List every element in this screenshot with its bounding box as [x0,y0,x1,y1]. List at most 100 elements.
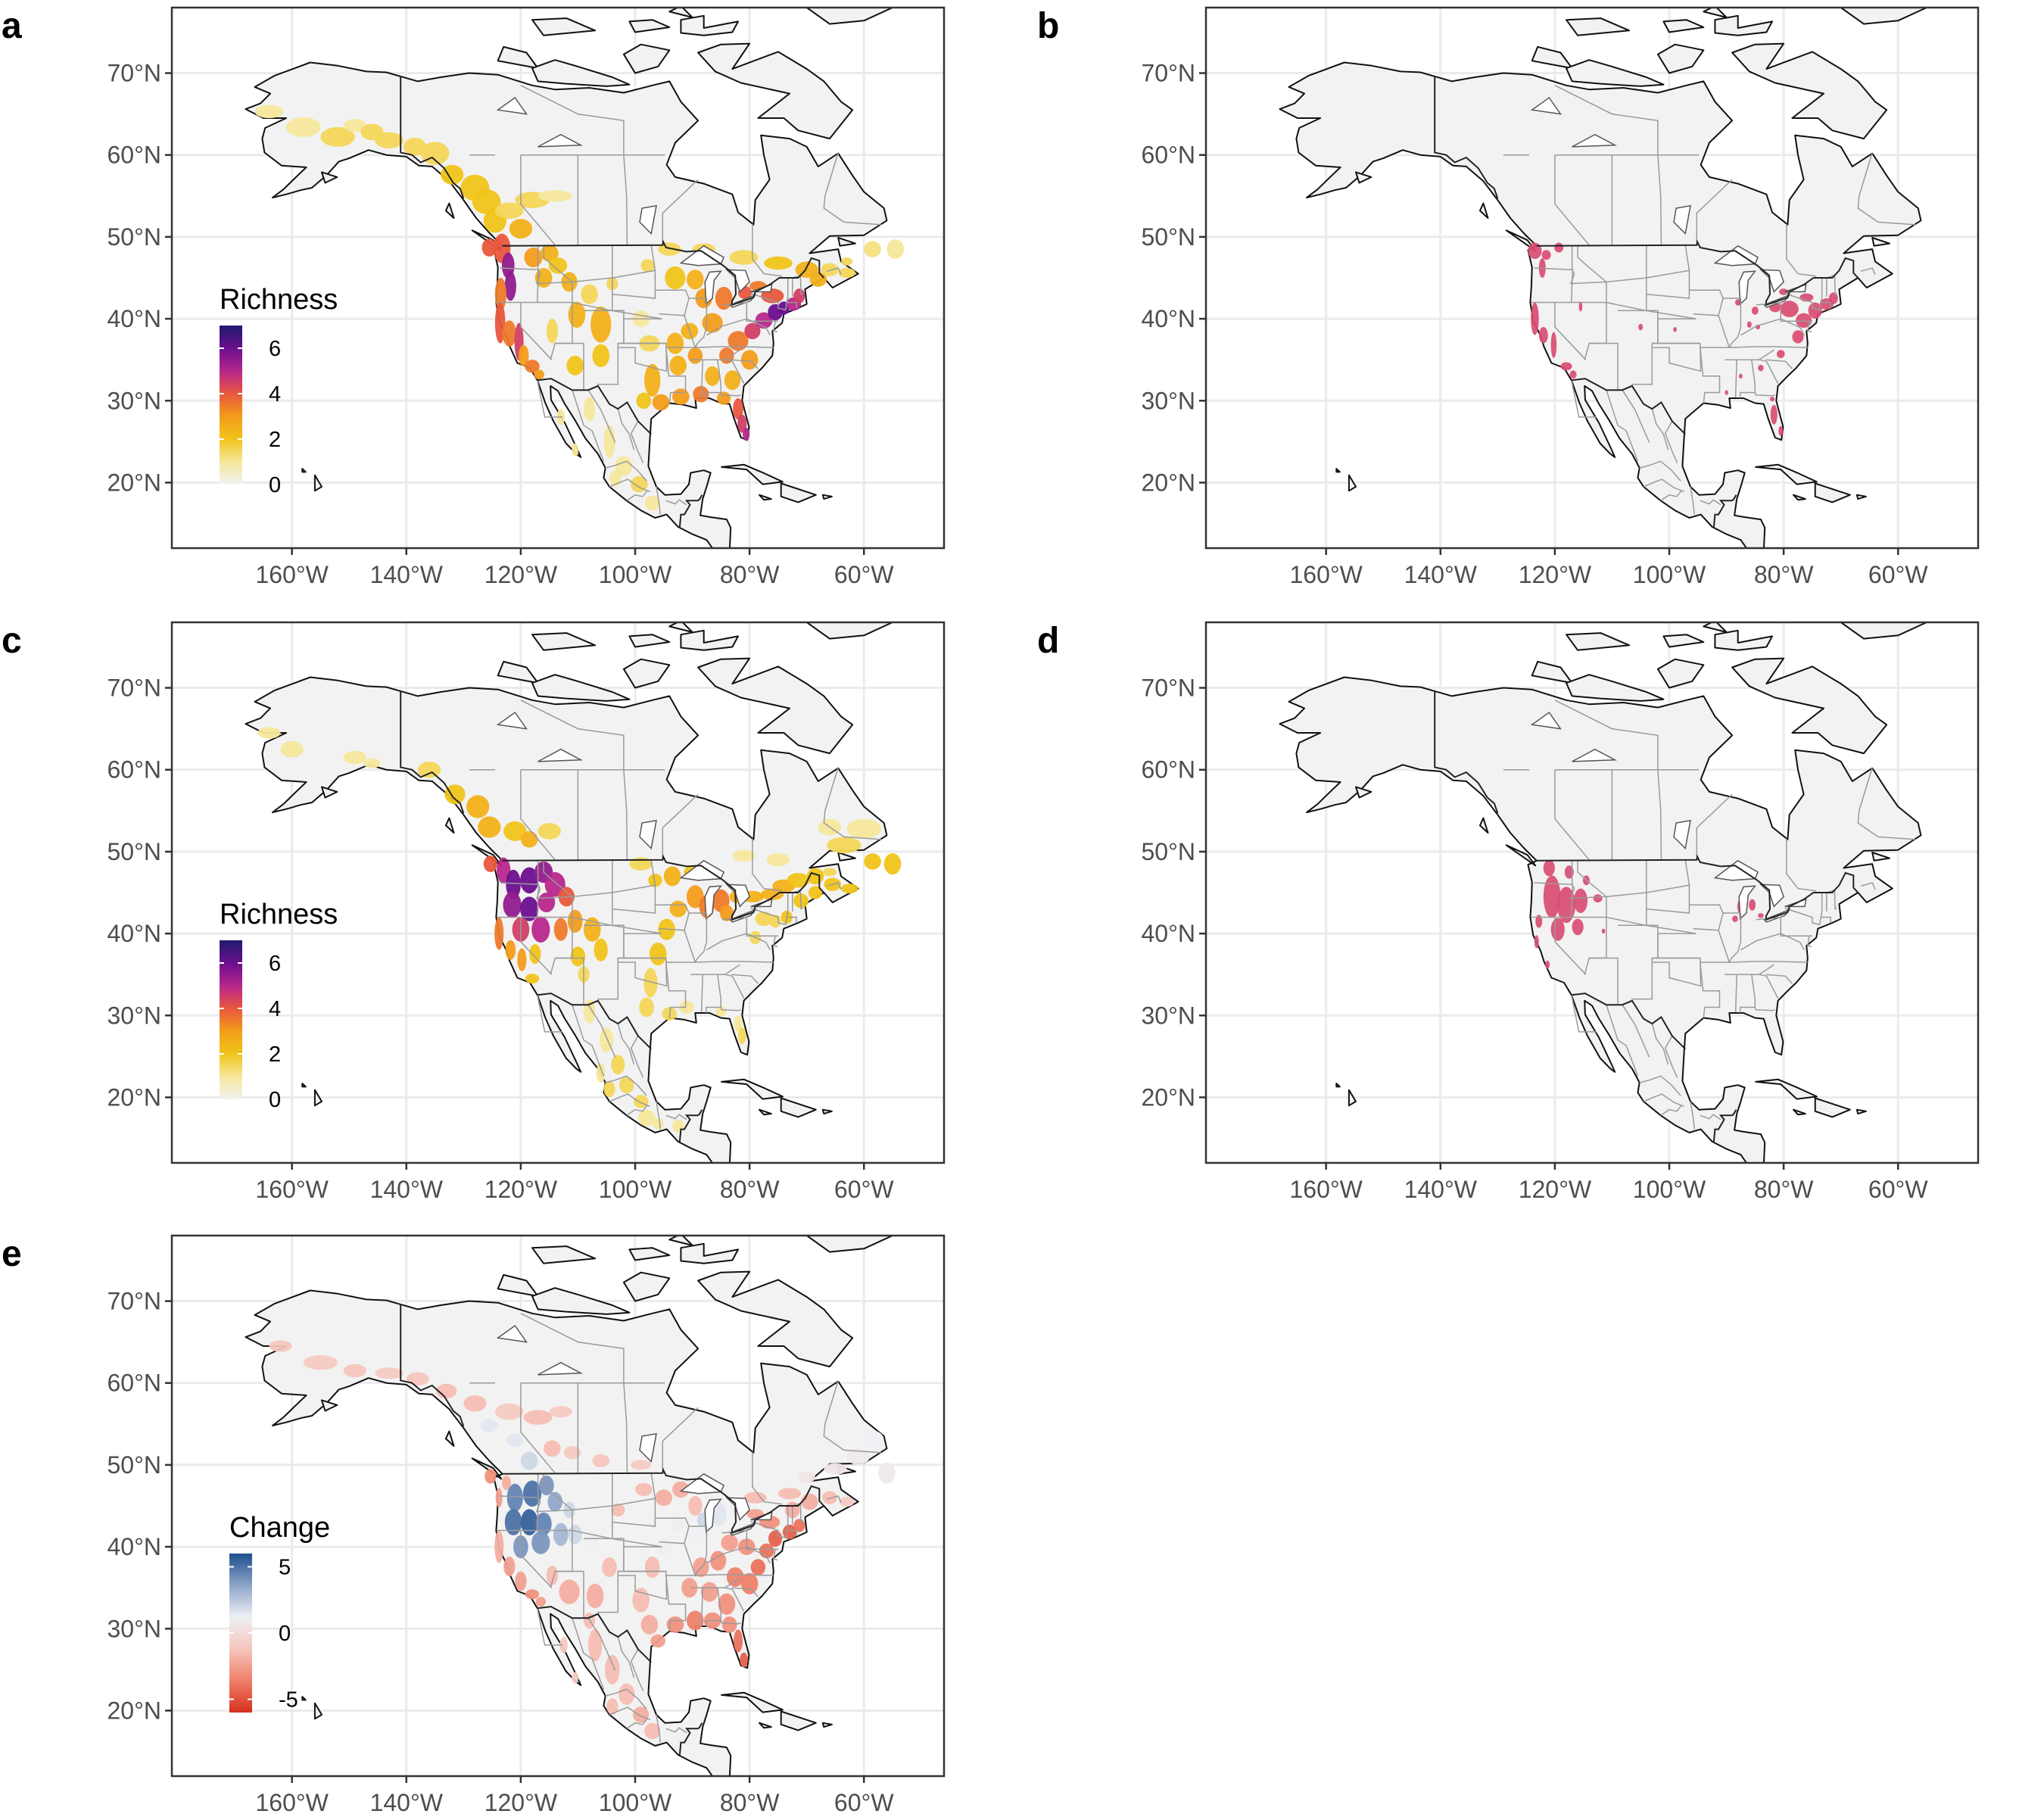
lat-label-3: 40°N [107,1533,162,1560]
admin-line-33 [626,490,648,501]
panel-e: e 70°N 60°N 50°N 40°N 30°N 20°N 160°W 140°W 120°… [2,1234,946,1816]
data-patch-49 [737,414,747,433]
admin-line-25 [772,1549,778,1561]
lat-label-5: 20°N [107,1697,162,1724]
data-patch-25 [505,940,516,960]
data-patch-77 [618,1077,634,1093]
data-patch-50 [743,427,750,441]
admin-line-43 [752,838,783,892]
lake-5 [639,819,657,850]
data-patch-10 [537,823,561,840]
lat-label-4: 30°N [107,1002,162,1029]
data-patch-5 [375,132,404,149]
admin-line-44 [823,152,881,226]
lon-label-0: 160°W [255,1789,329,1816]
admin-line-14 [1740,310,1782,336]
data-patch-30 [1725,390,1728,395]
data-patch-81 [777,1488,802,1500]
data-patch-33 [494,1530,504,1563]
land-island-10 [444,202,455,219]
admin-line-36 [520,154,556,246]
admin-line-45 [826,882,842,890]
lake-1 [704,885,722,921]
land-island-18 [301,1083,307,1088]
data-patch-19 [495,1488,503,1508]
admin-line-40 [520,1313,625,1383]
data-patch-30 [594,938,608,961]
map-area-d [1206,622,1978,1163]
data-patch-89 [798,1471,815,1483]
admin-line-3 [535,859,573,959]
admin-line-11 [665,930,696,1018]
data-patch-51 [724,370,741,391]
data-patch-37 [535,1597,547,1607]
data-patch-88 [631,475,648,493]
data-patch-3 [343,119,366,132]
data-patch-24 [504,1509,522,1535]
data-patch-91 [605,1654,620,1685]
panel-letter-c: c [2,621,22,661]
land-island-14 [759,1722,772,1729]
data-patch-44 [635,1482,653,1497]
admin-line-21 [1784,278,1823,311]
land-island-3 [1656,43,1705,74]
axis-labels-b: 70°N 60°N 50°N 40°N 30°N 20°N 160°W 140°W 120°W 1… [1142,60,1929,588]
data-patch-4 [406,1372,430,1386]
lat-label-1: 60°N [1142,142,1196,169]
admin-line-2 [520,302,553,360]
lake-1 [1738,885,1756,921]
data-patch-92 [618,1683,635,1705]
data-patch-5 [444,784,466,805]
land-island-16 [321,171,338,184]
lat-label-3: 40°N [1142,920,1196,947]
admin-line-3 [535,245,573,344]
admin-line-14 [706,310,748,336]
national-border-3 [1712,1109,1737,1142]
data-patch-25 [520,1509,538,1535]
land-island-4 [1714,629,1773,651]
data-patch-65 [681,1578,698,1598]
admin-line-24 [746,933,771,951]
national-border-2 [1571,378,1686,435]
lat-label-4: 30°N [107,387,162,414]
admin-line-31 [605,1075,647,1096]
lat-label-3: 40°N [1142,305,1196,332]
data-patch-12 [1601,928,1606,934]
data-patch-7 [478,816,501,838]
data-patch-23 [547,1491,562,1512]
data-patch-43 [611,1503,625,1517]
admin-line-31 [605,1688,647,1709]
data-patch-16 [631,1460,652,1470]
land-island-2 [531,1287,631,1315]
admin-line-43 [752,223,783,277]
data-patch-90 [588,1628,603,1662]
land-island-6 [1662,634,1705,648]
data-patch-68 [734,1015,743,1032]
map-area-e [172,1236,944,1776]
admin-line-2 [520,1530,553,1588]
land-island-17 [1348,474,1357,492]
data-patch-9 [549,1406,572,1418]
land-island-10 [444,817,455,834]
admin-line-9 [1652,342,1702,372]
data-patch-33 [529,944,541,965]
lake-0 [679,245,725,266]
admin-line-44 [1857,152,1915,226]
admin-line-36 [1554,154,1590,246]
admin-line-5 [1584,957,1619,1005]
data-patch-63 [718,1593,736,1615]
admin-line-40 [520,700,625,770]
data-patch-43 [636,392,652,410]
data-patch-61 [734,1629,743,1653]
admin-line-33 [1660,490,1682,501]
data-patch-14 [537,190,572,202]
land-island-16 [1355,786,1373,799]
admin-line-18 [720,1620,742,1625]
admin-line-38 [623,154,628,245]
admin-line-12 [1723,912,1808,963]
land-island-9 [1871,237,1890,247]
data-patch-3 [375,1367,404,1379]
data-patch-8 [1569,370,1577,379]
lake-5 [1673,819,1691,850]
data-patch-28 [1778,425,1784,436]
